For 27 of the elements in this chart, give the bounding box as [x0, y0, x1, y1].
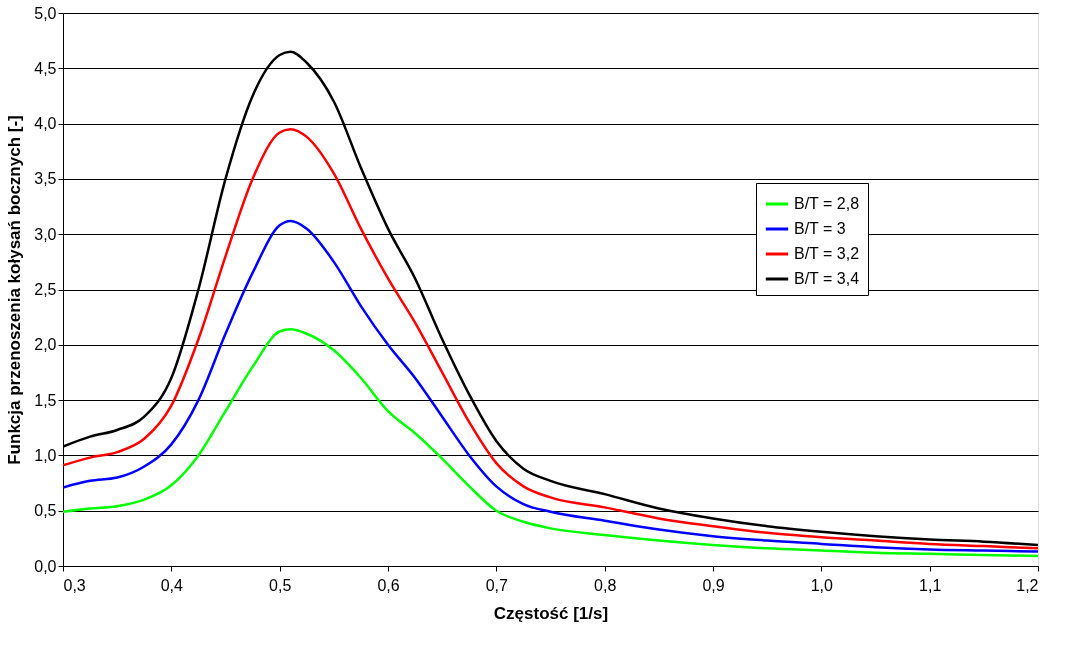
- x-tick-label: 0,5: [269, 576, 292, 594]
- x-tick-label: 0,7: [485, 576, 509, 594]
- x-tick-label: 0,9: [702, 576, 725, 594]
- x-tick-label: 0,6: [377, 576, 400, 594]
- y-tick-label: 2,5: [34, 281, 57, 298]
- y-tick-label: 0,0: [34, 557, 57, 575]
- x-tick-label: 0,8: [594, 576, 617, 594]
- y-tick-label: 3,5: [34, 170, 57, 188]
- x-tick-label: 1,0: [810, 576, 834, 594]
- x-axis-title: Częstość [1/s]: [493, 603, 609, 623]
- x-tick-label: 0,3: [63, 576, 86, 594]
- y-tick-label: 4,0: [34, 115, 57, 133]
- x-tick-label: 1,1: [919, 576, 942, 594]
- y-tick-label: 1,5: [34, 391, 57, 409]
- x-tick-label: 0,4: [160, 576, 184, 594]
- y-tick-label: 5,0: [34, 4, 57, 22]
- legend-label: B/T = 3,4: [794, 270, 860, 287]
- y-tick-label: 3,0: [34, 225, 57, 243]
- y-tick-label: 2,0: [34, 336, 57, 354]
- y-tick-label: 4,5: [34, 59, 57, 77]
- legend-label: B/T = 3: [794, 220, 846, 237]
- x-tick-label: 1,2: [1016, 576, 1039, 594]
- y-axis-title: Funkcja przenoszenia kołysań bocznych [-]: [5, 115, 25, 465]
- y-tick-label: 0,5: [34, 502, 57, 520]
- y-tick-label: 1,0: [34, 446, 57, 464]
- legend-label: B/T = 2,8: [794, 195, 860, 212]
- legend-label: B/T = 3,2: [794, 245, 860, 262]
